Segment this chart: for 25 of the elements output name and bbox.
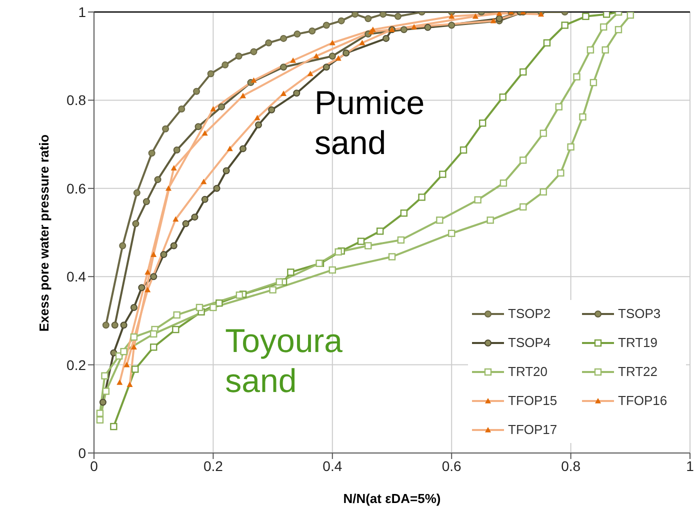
annotation: Pumice sand xyxy=(314,82,425,163)
x-tick-label: 0.8 xyxy=(561,458,581,474)
y-axis-title: Exess pore water pressure ratio xyxy=(36,134,52,332)
x-tick-label: 0 xyxy=(90,458,98,474)
legend-label: TFOP16 xyxy=(618,393,668,408)
y-tick-label: 0.4 xyxy=(66,268,86,285)
legend-label: TFOP15 xyxy=(508,393,558,408)
legend-label: TRT19 xyxy=(618,335,658,350)
annotation: Toyoura sand xyxy=(225,320,343,401)
legend-label: TSOP4 xyxy=(508,335,551,350)
x-tick-label: 0.2 xyxy=(203,458,224,474)
x-tick-label: 0.4 xyxy=(322,458,342,474)
y-tick-label: 0 xyxy=(78,444,86,461)
y-tick-label: 0.2 xyxy=(66,356,86,373)
y-tick-label: 0.6 xyxy=(66,180,86,196)
legend-label: TSOP3 xyxy=(618,306,661,321)
legend-label: TRT22 xyxy=(618,364,658,379)
x-tick-label: 0.6 xyxy=(442,458,462,474)
legend-label: TRT20 xyxy=(508,364,548,379)
y-tick-label: 0.8 xyxy=(66,92,86,108)
x-tick-label: 1 xyxy=(686,458,694,474)
x-axis-title: N/N(at εDA=5%) xyxy=(342,491,442,506)
y-tick-label: 1 xyxy=(78,4,86,20)
legend-label: TFOP17 xyxy=(508,422,558,437)
legend-label: TSOP2 xyxy=(508,306,551,321)
